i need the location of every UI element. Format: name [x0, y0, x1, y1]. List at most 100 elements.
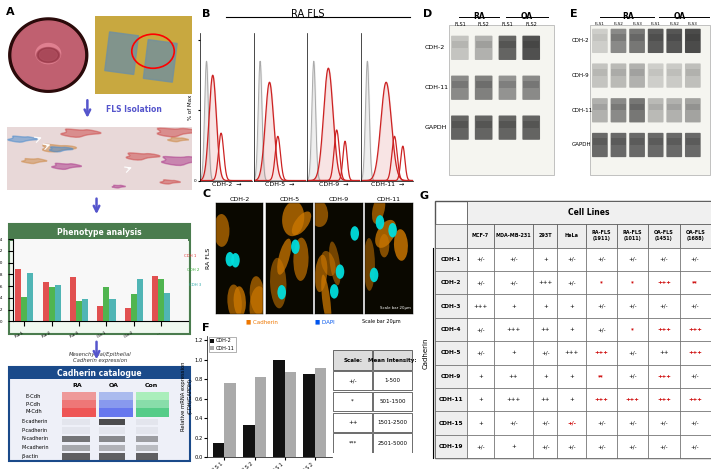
FancyBboxPatch shape: [648, 29, 664, 53]
FancyBboxPatch shape: [593, 69, 607, 76]
Text: RA FLS: RA FLS: [291, 9, 324, 19]
Text: CDH-15: CDH-15: [438, 421, 463, 426]
FancyBboxPatch shape: [666, 29, 682, 53]
FancyBboxPatch shape: [62, 454, 90, 460]
Text: +/-: +/-: [659, 257, 669, 262]
Ellipse shape: [226, 252, 234, 266]
Bar: [152, 275, 158, 321]
Ellipse shape: [214, 214, 230, 247]
FancyBboxPatch shape: [617, 224, 649, 248]
Text: +: +: [511, 350, 516, 356]
Bar: [158, 279, 164, 321]
Bar: [109, 299, 116, 321]
FancyBboxPatch shape: [533, 388, 558, 411]
FancyBboxPatch shape: [373, 413, 412, 432]
FancyBboxPatch shape: [666, 98, 682, 122]
Text: *: *: [631, 280, 634, 285]
Text: +/-: +/-: [567, 421, 576, 426]
Text: β-actin: β-actin: [22, 454, 39, 459]
Ellipse shape: [231, 253, 240, 267]
Text: CDH-2: CDH-2: [571, 38, 589, 43]
Text: P-cadherin: P-cadherin: [22, 428, 48, 433]
FancyBboxPatch shape: [99, 400, 132, 409]
Text: FLS2: FLS2: [478, 22, 490, 27]
FancyBboxPatch shape: [435, 411, 467, 435]
FancyBboxPatch shape: [630, 138, 644, 145]
Text: Cadherin: Cadherin: [423, 337, 428, 369]
FancyBboxPatch shape: [62, 408, 96, 417]
Text: CDH-9: CDH-9: [571, 73, 589, 78]
FancyBboxPatch shape: [679, 224, 711, 248]
Text: +: +: [543, 257, 548, 262]
Text: +/-: +/-: [691, 444, 699, 449]
FancyBboxPatch shape: [333, 392, 372, 411]
Text: +++: +++: [657, 397, 671, 402]
FancyBboxPatch shape: [592, 63, 608, 88]
FancyBboxPatch shape: [685, 63, 701, 88]
Bar: [273, 360, 285, 457]
Text: +/-: +/-: [567, 444, 576, 449]
FancyBboxPatch shape: [523, 76, 540, 100]
FancyBboxPatch shape: [498, 115, 516, 140]
Text: CDH-4: CDH-4: [440, 327, 461, 332]
FancyBboxPatch shape: [467, 341, 494, 364]
Text: ++: ++: [509, 374, 518, 379]
FancyBboxPatch shape: [649, 411, 679, 435]
Text: ++: ++: [659, 350, 669, 356]
Bar: [315, 368, 326, 457]
Text: +: +: [543, 374, 548, 379]
FancyBboxPatch shape: [62, 445, 90, 451]
Bar: [164, 293, 170, 321]
Text: ■ DAPI: ■ DAPI: [315, 319, 335, 324]
Text: +/-: +/-: [567, 257, 576, 262]
FancyBboxPatch shape: [475, 76, 493, 100]
FancyBboxPatch shape: [558, 341, 586, 364]
FancyBboxPatch shape: [449, 25, 553, 175]
FancyBboxPatch shape: [586, 341, 617, 364]
FancyBboxPatch shape: [99, 419, 125, 425]
FancyBboxPatch shape: [649, 138, 663, 145]
Polygon shape: [104, 32, 139, 75]
FancyBboxPatch shape: [99, 408, 132, 417]
FancyBboxPatch shape: [685, 98, 701, 122]
FancyBboxPatch shape: [685, 29, 701, 53]
Text: +/-: +/-: [476, 257, 485, 262]
FancyBboxPatch shape: [611, 133, 626, 157]
FancyBboxPatch shape: [494, 271, 533, 295]
Ellipse shape: [372, 195, 385, 224]
Text: C: C: [203, 189, 211, 199]
FancyBboxPatch shape: [558, 295, 586, 318]
FancyBboxPatch shape: [137, 408, 169, 417]
FancyBboxPatch shape: [611, 34, 626, 41]
FancyBboxPatch shape: [137, 427, 159, 434]
Bar: [213, 443, 225, 457]
Text: +/-: +/-: [509, 280, 518, 285]
FancyBboxPatch shape: [451, 36, 469, 60]
Title: CDH-2: CDH-2: [230, 197, 250, 202]
FancyBboxPatch shape: [617, 318, 649, 341]
FancyBboxPatch shape: [666, 133, 682, 157]
Polygon shape: [8, 136, 38, 142]
Text: Con: Con: [144, 383, 158, 387]
Bar: [55, 285, 61, 321]
Ellipse shape: [250, 286, 267, 326]
FancyBboxPatch shape: [137, 454, 159, 460]
Text: +/-: +/-: [628, 303, 637, 309]
FancyBboxPatch shape: [611, 69, 626, 76]
Ellipse shape: [329, 242, 340, 285]
Bar: [285, 371, 296, 457]
Text: +++: +++: [564, 350, 578, 356]
FancyBboxPatch shape: [467, 435, 494, 458]
FancyBboxPatch shape: [558, 271, 586, 295]
FancyBboxPatch shape: [629, 133, 645, 157]
Text: +++: +++: [538, 280, 553, 285]
Ellipse shape: [291, 240, 300, 254]
Text: +++: +++: [506, 397, 521, 402]
Text: +/-: +/-: [476, 350, 485, 356]
Text: +/-: +/-: [541, 444, 550, 449]
Ellipse shape: [250, 276, 265, 314]
Text: F: F: [202, 323, 209, 333]
Text: RA: RA: [623, 12, 634, 21]
FancyBboxPatch shape: [435, 248, 467, 271]
FancyBboxPatch shape: [9, 224, 189, 241]
